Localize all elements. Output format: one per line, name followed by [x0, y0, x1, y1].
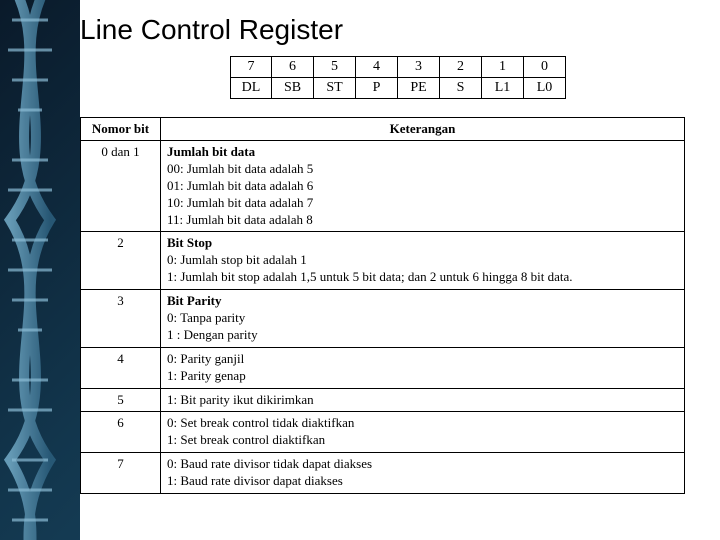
- table-row: 0 dan 1Jumlah bit data00: Jumlah bit dat…: [81, 141, 685, 232]
- description-table: Nomor bit Keterangan 0 dan 1Jumlah bit d…: [80, 117, 685, 494]
- dna-helix-decoration: [0, 0, 80, 540]
- desc-heading: Bit Stop: [167, 235, 678, 252]
- bit-num: 7: [230, 56, 272, 78]
- desc-line: 11: Jumlah bit data adalah 8: [167, 212, 678, 229]
- content-panel: Line Control Register 7 6 5 4 3 2 1 0 DL…: [80, 10, 700, 494]
- bit-cell: 7: [81, 453, 161, 494]
- desc-cell: 1: Bit parity ikut dikirimkan: [161, 388, 685, 412]
- table-header-row: Nomor bit Keterangan: [81, 118, 685, 141]
- bit-num: 0: [524, 56, 566, 78]
- page-title: Line Control Register: [80, 14, 700, 46]
- desc-cell: 0: Parity ganjil1: Parity genap: [161, 347, 685, 388]
- desc-line: 0: Set break control tidak diaktifkan: [167, 415, 678, 432]
- table-row: 60: Set break control tidak diaktifkan1:…: [81, 412, 685, 453]
- bit-label: DL: [230, 78, 272, 99]
- bit-cell: 5: [81, 388, 161, 412]
- bit-cell: 4: [81, 347, 161, 388]
- bit-cell: 2: [81, 232, 161, 290]
- desc-line: 0: Tanpa parity: [167, 310, 678, 327]
- desc-line: 0: Baud rate divisor tidak dapat diakses: [167, 456, 678, 473]
- table-row: 2Bit Stop0: Jumlah stop bit adalah 11: J…: [81, 232, 685, 290]
- bit-label: S: [440, 78, 482, 99]
- table-row: 5 1: Bit parity ikut dikirimkan: [81, 388, 685, 412]
- bit-num: 2: [440, 56, 482, 78]
- desc-line: 10: Jumlah bit data adalah 7: [167, 195, 678, 212]
- desc-line: 0: Parity ganjil: [167, 351, 678, 368]
- col-header-desc: Keterangan: [161, 118, 685, 141]
- bit-num: 1: [482, 56, 524, 78]
- desc-cell: 0: Baud rate divisor tidak dapat diakses…: [161, 453, 685, 494]
- desc-line: 1: Bit parity ikut dikirimkan: [167, 392, 678, 409]
- table-row: 70: Baud rate divisor tidak dapat diakse…: [81, 453, 685, 494]
- desc-line: 1: Parity genap: [167, 368, 678, 385]
- bit-num: 4: [356, 56, 398, 78]
- bit-label-row: DL SB ST P PE S L1 L0: [230, 78, 700, 99]
- bit-num: 3: [398, 56, 440, 78]
- desc-line: 1: Set break control diaktifkan: [167, 432, 678, 449]
- bit-label: P: [356, 78, 398, 99]
- bit-cell: 6: [81, 412, 161, 453]
- bit-label: L0: [524, 78, 566, 99]
- desc-cell: Bit Stop0: Jumlah stop bit adalah 11: Ju…: [161, 232, 685, 290]
- desc-line: 1 : Dengan parity: [167, 327, 678, 344]
- bit-label: L1: [482, 78, 524, 99]
- desc-cell: Bit Parity0: Tanpa parity1 : Dengan pari…: [161, 290, 685, 348]
- desc-line: 0: Jumlah stop bit adalah 1: [167, 252, 678, 269]
- bit-num: 5: [314, 56, 356, 78]
- bit-label: PE: [398, 78, 440, 99]
- table-row: 3Bit Parity0: Tanpa parity1 : Dengan par…: [81, 290, 685, 348]
- desc-line: 01: Jumlah bit data adalah 6: [167, 178, 678, 195]
- desc-cell: Jumlah bit data00: Jumlah bit data adala…: [161, 141, 685, 232]
- bit-number-row: 7 6 5 4 3 2 1 0: [230, 56, 700, 78]
- col-header-bit: Nomor bit: [81, 118, 161, 141]
- desc-heading: Bit Parity: [167, 293, 678, 310]
- bit-label: SB: [272, 78, 314, 99]
- bit-label: ST: [314, 78, 356, 99]
- table-row: 40: Parity ganjil1: Parity genap: [81, 347, 685, 388]
- bit-cell: 3: [81, 290, 161, 348]
- desc-line: 00: Jumlah bit data adalah 5: [167, 161, 678, 178]
- bit-cell: 0 dan 1: [81, 141, 161, 232]
- desc-line: 1: Jumlah bit stop adalah 1,5 untuk 5 bi…: [167, 269, 678, 286]
- desc-heading: Jumlah bit data: [167, 144, 678, 161]
- desc-line: 1: Baud rate divisor dapat diakses: [167, 473, 678, 490]
- desc-cell: 0: Set break control tidak diaktifkan1: …: [161, 412, 685, 453]
- bit-num: 6: [272, 56, 314, 78]
